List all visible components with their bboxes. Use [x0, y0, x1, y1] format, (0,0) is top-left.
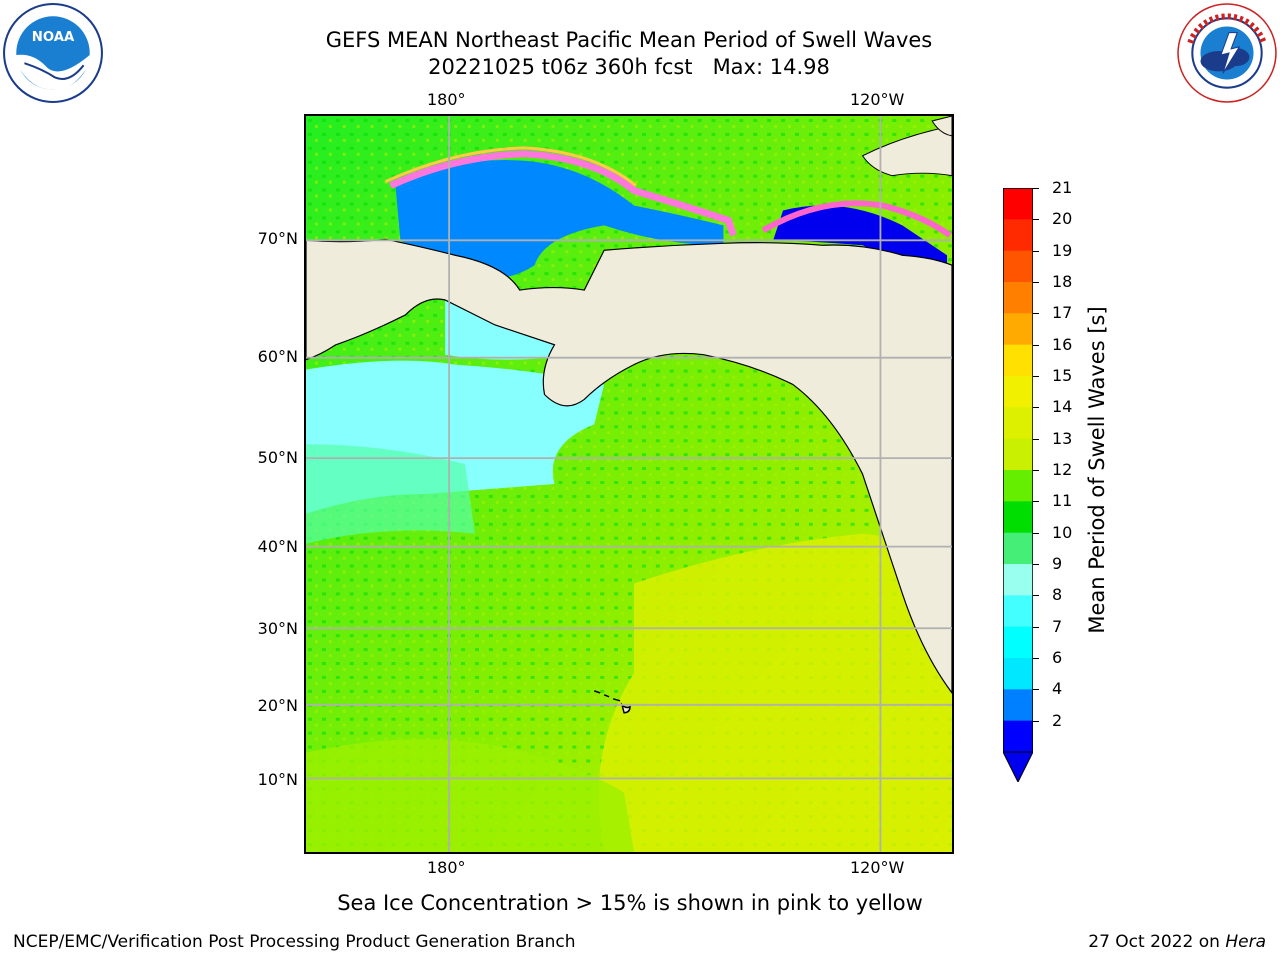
colorbar-segment	[1003, 438, 1033, 471]
colorbar-tick-label: 16	[1052, 334, 1073, 354]
colorbar-segment	[1003, 470, 1033, 502]
footer-host: Hera	[1225, 932, 1266, 952]
colorbar-tick	[1033, 501, 1039, 503]
colorbar-tick	[1033, 532, 1039, 534]
colorbar-segment	[1003, 564, 1033, 596]
colorbar-tick-label: 11	[1052, 491, 1073, 511]
colorbar	[1003, 188, 1033, 782]
colorbar-tick-label: 6	[1052, 648, 1063, 667]
colorbar-segment	[1003, 219, 1033, 252]
footer-date-text: 27 Oct 2022 on	[1088, 932, 1226, 952]
colorbar-tick	[1033, 438, 1039, 440]
swell-yellow-region	[598, 533, 952, 852]
colorbar-tick	[1033, 344, 1039, 346]
lat-label-50n: 50°N	[257, 448, 298, 467]
colorbar-tick-label: 7	[1052, 616, 1063, 636]
colorbar-tick-label: 14	[1052, 397, 1073, 417]
colorbar-tick-label: 18	[1052, 272, 1073, 291]
swell-period-map	[304, 114, 954, 854]
colorbar-tick-label: 8	[1052, 585, 1063, 605]
lat-label-20n: 20°N	[257, 696, 298, 715]
land-alaska-siberia	[306, 238, 952, 694]
lat-label-60n: 60°N	[257, 347, 298, 366]
swell-blue-region	[395, 160, 724, 279]
colorbar-tick	[1033, 720, 1039, 722]
colorbar-segment	[1003, 282, 1033, 314]
colorbar-tick-label: 12	[1052, 460, 1073, 479]
colorbar-tick-label: 19	[1052, 240, 1073, 260]
colorbar-tick	[1033, 376, 1039, 377]
colorbar-segment	[1003, 250, 1033, 283]
colorbar-segment	[1003, 658, 1033, 690]
colorbar-tick-label: 4	[1052, 679, 1063, 699]
map-title: GEFS MEAN Northeast Pacific Mean Period …	[325, 28, 933, 52]
colorbar-tick	[1033, 626, 1039, 628]
lat-label-40n: 40°N	[257, 537, 298, 556]
footer-date: 27 Oct 2022 on Hera	[1088, 932, 1266, 952]
footer-credit: NCEP/EMC/Verification Post Processing Pr…	[13, 932, 576, 952]
colorbar-segment	[1003, 407, 1033, 440]
colorbar-tick-label: 13	[1052, 428, 1073, 448]
colorbar-tick	[1033, 595, 1039, 597]
colorbar-extend-arrow	[1003, 751, 1033, 782]
colorbar-segment	[1003, 532, 1033, 565]
colorbar-tick	[1033, 282, 1039, 283]
colorbar-tick	[1033, 188, 1039, 189]
colorbar-segment	[1003, 376, 1033, 408]
colorbar-segment	[1003, 313, 1033, 346]
graticule	[306, 116, 952, 852]
lon-label-top-180: 180°	[427, 90, 466, 109]
caption-text: Sea Ice Concentration > 15% is shown in …	[337, 891, 923, 915]
lon-label-bottom-180: 180°	[427, 858, 466, 877]
colorbar-tick	[1033, 564, 1039, 565]
colorbar-tick-label: 2	[1052, 710, 1063, 730]
colorbar-segment	[1003, 626, 1033, 659]
lat-label-30n: 30°N	[257, 619, 298, 638]
colorbar-tick	[1033, 470, 1039, 471]
colorbar-segment	[1003, 595, 1033, 628]
colorbar-tick-label: 9	[1052, 554, 1063, 573]
colorbar-tick-label: 20	[1052, 209, 1073, 229]
colorbar-tick-label: 10	[1052, 522, 1073, 542]
colorbar-segment	[1003, 689, 1033, 722]
sea-ice-edge	[389, 150, 737, 237]
lon-label-bottom-120w: 120°W	[850, 858, 905, 877]
lat-label-10n: 10°N	[257, 770, 298, 789]
hawaii-islands	[593, 690, 631, 714]
colorbar-tick	[1033, 313, 1039, 315]
colorbar-tick	[1033, 689, 1039, 691]
colorbar-tick	[1033, 219, 1039, 221]
lat-label-70n: 70°N	[257, 229, 298, 248]
colorbar-tick-label: 15	[1052, 366, 1073, 385]
sea-ice-caption: Sea Ice Concentration > 15% is shown in …	[0, 891, 1280, 915]
nws-logo	[1177, 3, 1277, 103]
colorbar-segment	[1003, 501, 1033, 534]
colorbar-label: Mean Period of Swell Waves [s]	[1085, 306, 1109, 634]
colorbar-segment	[1003, 344, 1033, 377]
colorbar-tick	[1033, 250, 1039, 252]
noaa-logo: NOAA	[3, 3, 103, 103]
colorbar-tick-label: 17	[1052, 303, 1073, 323]
map-subtitle: 20221025 t06z 360h fcst Max: 14.98	[428, 55, 830, 79]
noaa-logo-text: NOAA	[32, 30, 75, 45]
colorbar-segment	[1003, 188, 1033, 220]
lon-label-top-120w: 120°W	[850, 90, 905, 109]
colorbar-tick-label: 21	[1052, 178, 1073, 197]
colorbar-tick	[1033, 658, 1039, 659]
colorbar-tick	[1033, 407, 1039, 409]
colorbar-segment	[1003, 720, 1033, 753]
